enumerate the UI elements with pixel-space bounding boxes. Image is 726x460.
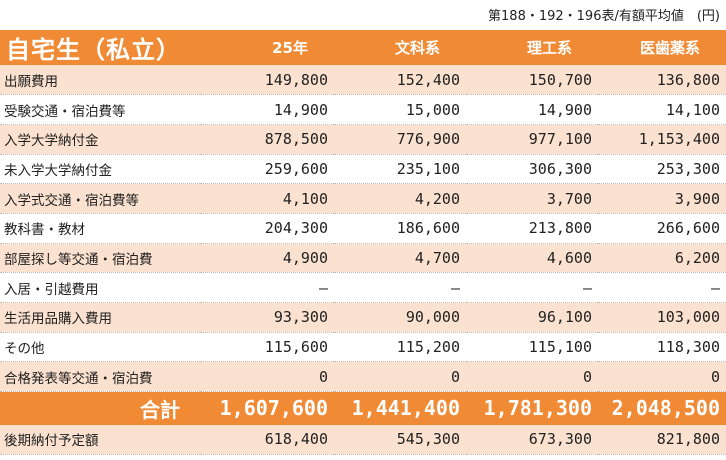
cell-value: 136,800 — [598, 65, 726, 96]
total-value: 1,781,300 — [466, 391, 598, 425]
row-label: 受験交通・宿泊費等 — [0, 94, 200, 125]
table-row: その他 115,600 115,200 115,100 118,300 — [0, 332, 726, 363]
column-header: 文科系 — [334, 30, 466, 65]
total-value: 2,048,500 — [598, 391, 726, 425]
row-label: 後期納付予定額 — [0, 424, 200, 455]
cell-value: 213,800 — [466, 213, 598, 244]
footer-row: 後期納付予定額 618,400 545,300 673,300 821,800 — [0, 424, 726, 455]
cell-value: 821,800 — [598, 424, 726, 455]
cell-value: 186,600 — [334, 213, 466, 244]
cell-value: 253,300 — [598, 154, 726, 185]
cell-value: 3,700 — [466, 183, 598, 214]
table-row: 受験交通・宿泊費等 14,900 15,000 14,900 14,100 — [0, 94, 726, 125]
cell-value: 115,200 — [334, 332, 466, 363]
cell-value: 235,100 — [334, 154, 466, 185]
cell-value: 878,500 — [200, 124, 334, 155]
cell-value: 4,100 — [200, 183, 334, 214]
header-row: 自宅生（私立） 25年 文科系 理工系 医歯薬系 — [0, 30, 726, 65]
cell-value: 204,300 — [200, 213, 334, 244]
column-header: 25年 — [200, 30, 334, 65]
cost-table: 自宅生（私立） 25年 文科系 理工系 医歯薬系 出願費用 149,800 15… — [0, 30, 726, 455]
cell-value: 0 — [200, 361, 334, 393]
cell-value: 14,100 — [598, 94, 726, 125]
row-label: 生活用品購入費用 — [0, 302, 200, 333]
row-label: 未入学大学納付金 — [0, 154, 200, 185]
cell-value: 545,300 — [334, 424, 466, 455]
row-label: 入学大学納付金 — [0, 124, 200, 155]
column-header: 医歯薬系 — [598, 30, 726, 65]
table-row: 生活用品購入費用 93,300 90,000 96,100 103,000 — [0, 302, 726, 333]
cell-value: 3,900 — [598, 183, 726, 214]
cell-value: 15,000 — [334, 94, 466, 125]
total-label: 合計 — [0, 391, 200, 425]
row-label: 入学式交通・宿泊費等 — [0, 183, 200, 214]
cell-value: 149,800 — [200, 65, 334, 96]
row-label: 教科書・教材 — [0, 213, 200, 244]
table-row: 合格発表等交通・宿泊費 0 0 0 0 — [0, 361, 726, 393]
cell-value: ― — [598, 272, 726, 303]
cell-value: 6,200 — [598, 243, 726, 274]
row-label: 入居・引越費用 — [0, 272, 200, 303]
cell-value: 776,900 — [334, 124, 466, 155]
total-row: 合計 1,607,600 1,441,400 1,781,300 2,048,5… — [0, 391, 726, 425]
cell-value: 118,300 — [598, 332, 726, 363]
cell-value: 0 — [334, 361, 466, 393]
cell-value: 90,000 — [334, 302, 466, 333]
cell-value: 0 — [466, 361, 598, 393]
total-value: 1,607,600 — [200, 391, 334, 425]
row-label: 部屋探し等交通・宿泊費 — [0, 243, 200, 274]
cell-value: 14,900 — [200, 94, 334, 125]
cell-value: 4,700 — [334, 243, 466, 274]
cell-value: 266,600 — [598, 213, 726, 244]
cell-value: ― — [466, 272, 598, 303]
cell-value: 4,600 — [466, 243, 598, 274]
cell-value: 152,400 — [334, 65, 466, 96]
cell-value: 1,153,400 — [598, 124, 726, 155]
cell-value: 4,200 — [334, 183, 466, 214]
cell-value: 673,300 — [466, 424, 598, 455]
cell-value: 977,100 — [466, 124, 598, 155]
total-value: 1,441,400 — [334, 391, 466, 425]
cell-value: 93,300 — [200, 302, 334, 333]
table-title: 自宅生（私立） — [0, 30, 200, 65]
table-row: 出願費用 149,800 152,400 150,700 136,800 — [0, 65, 726, 96]
cell-value: ― — [334, 272, 466, 303]
cell-value: 259,600 — [200, 154, 334, 185]
cell-value: 618,400 — [200, 424, 334, 455]
table-row: 入学大学納付金 878,500 776,900 977,100 1,153,40… — [0, 124, 726, 155]
cell-value: 96,100 — [466, 302, 598, 333]
cell-value: 4,900 — [200, 243, 334, 274]
cell-value: 150,700 — [466, 65, 598, 96]
table-row: 入学式交通・宿泊費等 4,100 4,200 3,700 3,900 — [0, 183, 726, 214]
cell-value: 0 — [598, 361, 726, 393]
table-row: 部屋探し等交通・宿泊費 4,900 4,700 4,600 6,200 — [0, 243, 726, 274]
cell-value: 115,100 — [466, 332, 598, 363]
row-label: 出願費用 — [0, 65, 200, 96]
cell-value: ― — [200, 272, 334, 303]
table-row: 入居・引越費用 ― ― ― ― — [0, 272, 726, 303]
cell-value: 103,000 — [598, 302, 726, 333]
cell-value: 306,300 — [466, 154, 598, 185]
table-caption: 第188・192・196表/有額平均値 (円) — [488, 9, 720, 24]
row-label: 合格発表等交通・宿泊費 — [0, 361, 200, 393]
table-row: 教科書・教材 204,300 186,600 213,800 266,600 — [0, 213, 726, 244]
cell-value: 14,900 — [466, 94, 598, 125]
row-label: その他 — [0, 332, 200, 363]
column-header: 理工系 — [466, 30, 598, 65]
table-row: 未入学大学納付金 259,600 235,100 306,300 253,300 — [0, 154, 726, 185]
cell-value: 115,600 — [200, 332, 334, 363]
